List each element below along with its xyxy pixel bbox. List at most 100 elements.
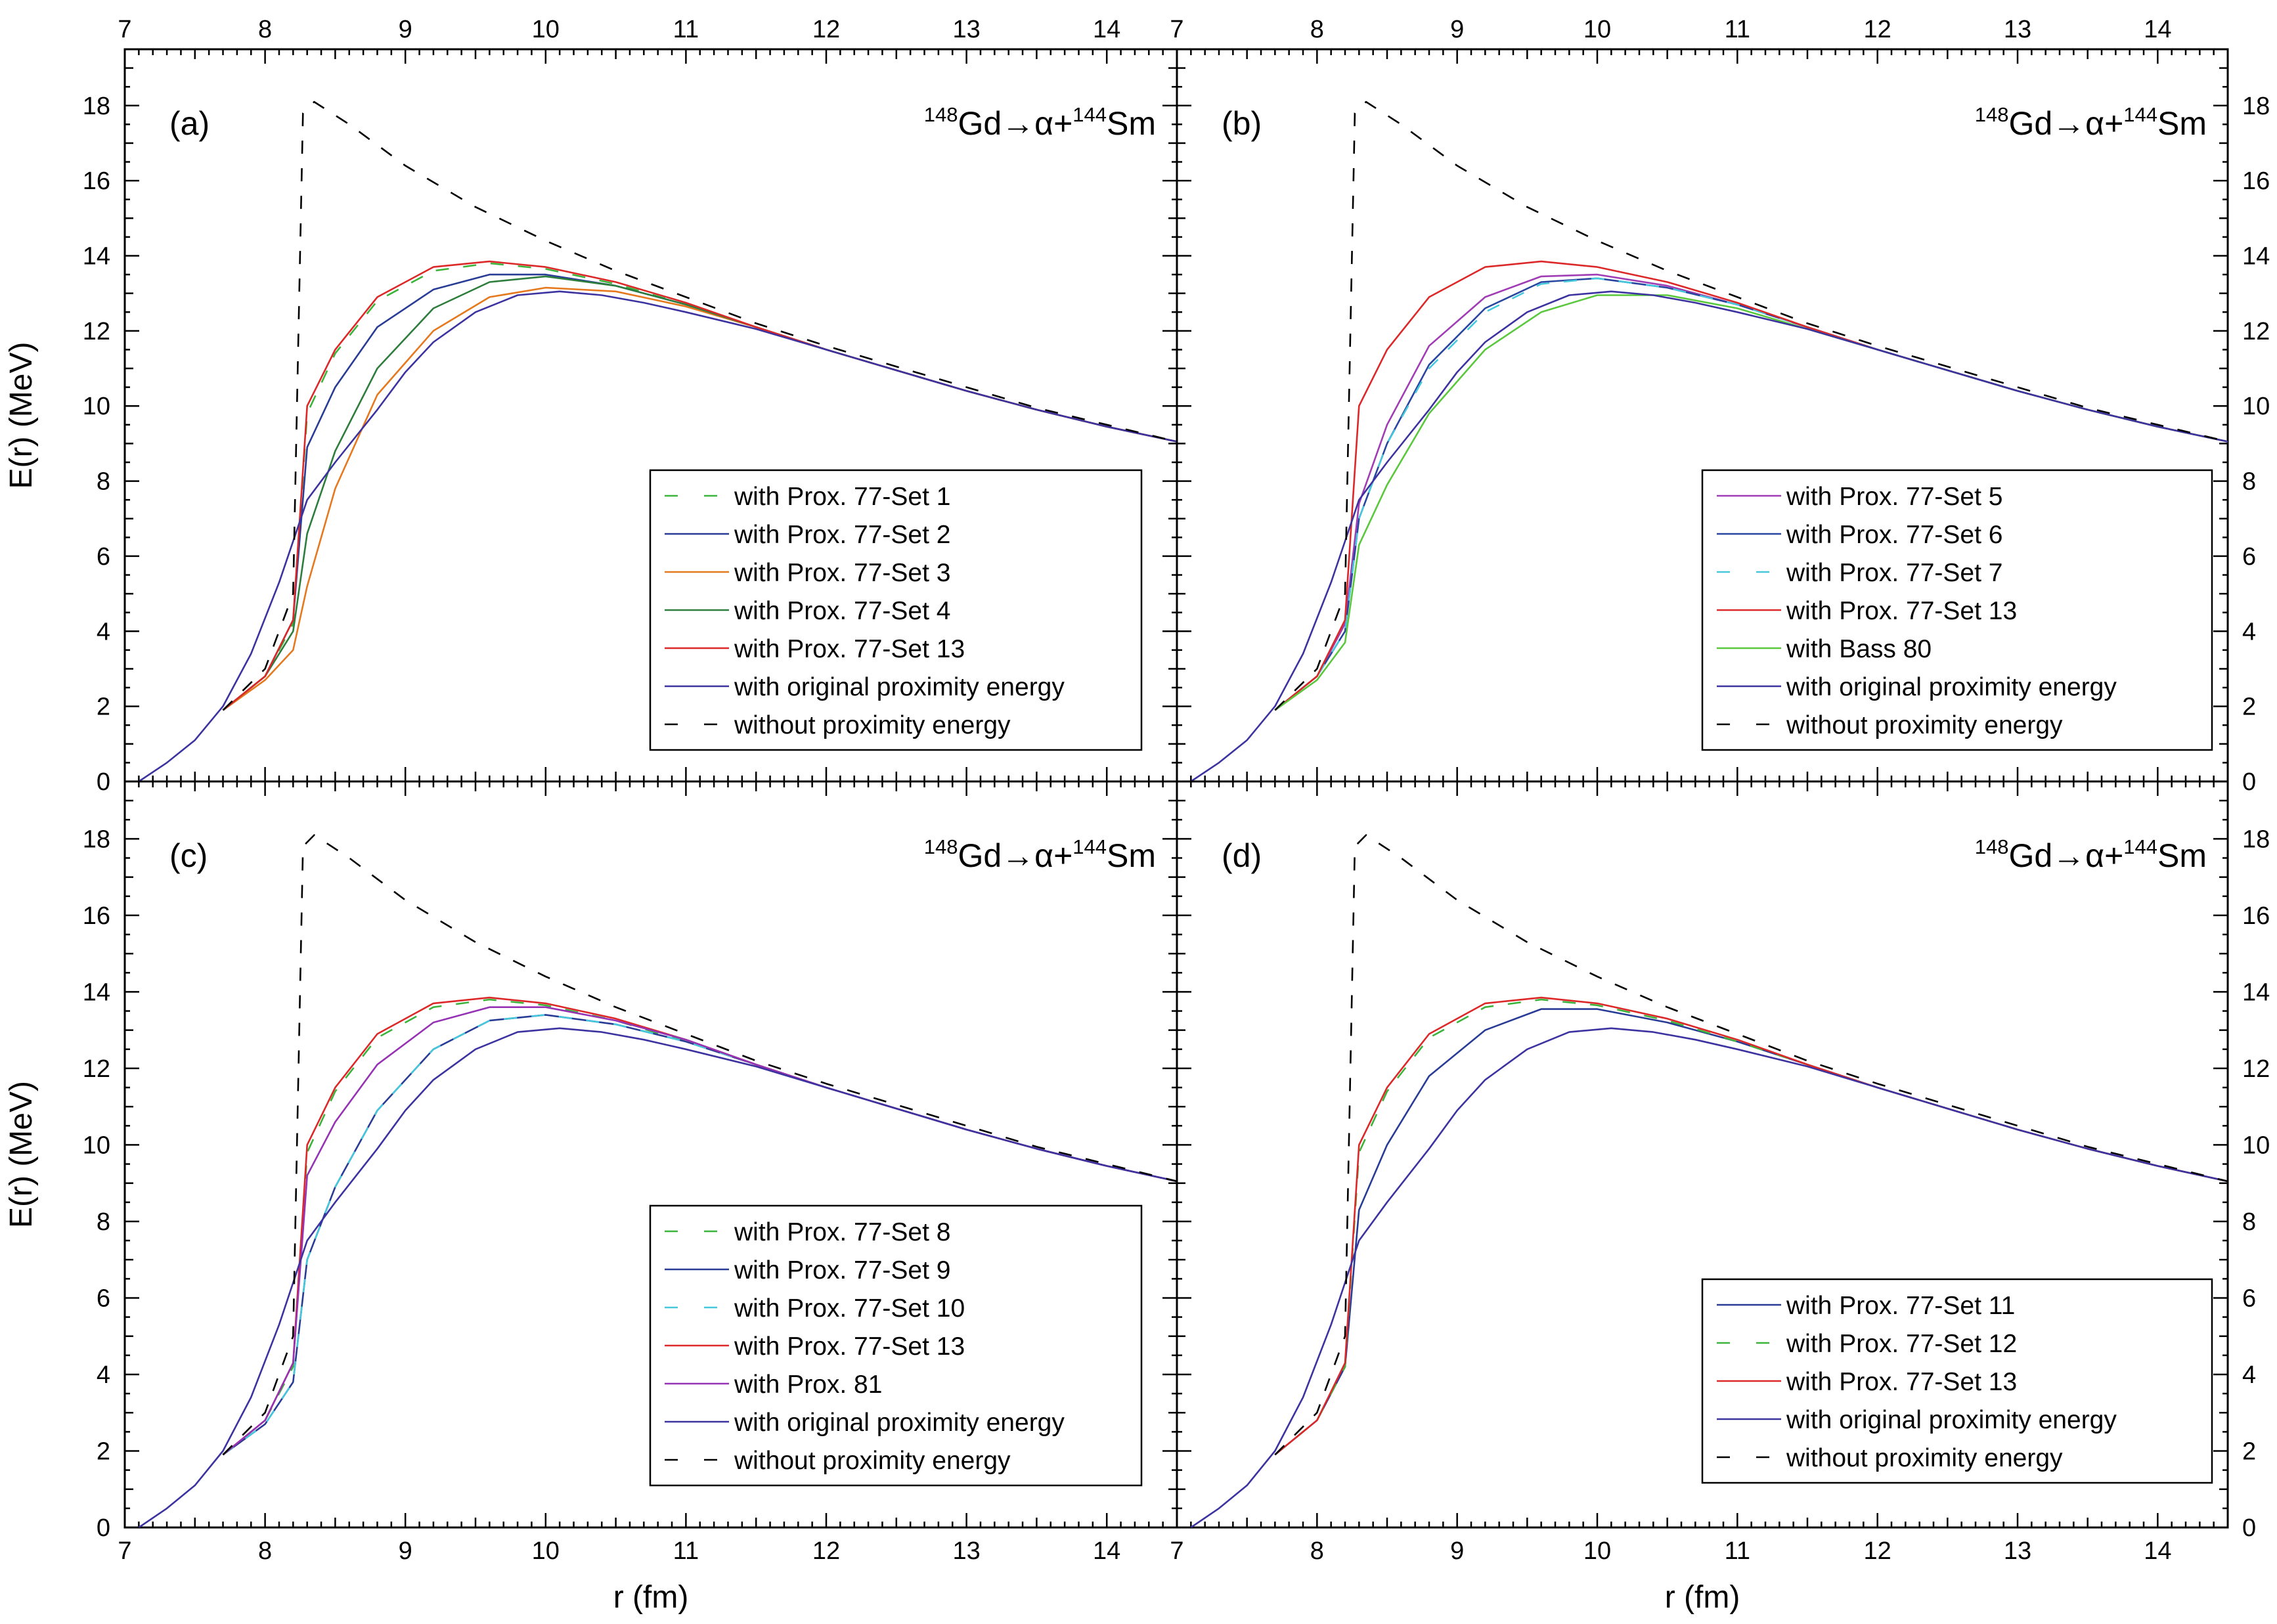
y-tick-label-right: 2 xyxy=(2242,1437,2256,1465)
legend-entry: with original proximity energy xyxy=(734,673,1065,701)
x-tick-label-top: 14 xyxy=(2144,16,2171,43)
legend-entry: with Prox. 77-Set 1 xyxy=(734,483,950,511)
series-line-original xyxy=(1190,290,2228,781)
legend-box xyxy=(649,469,1143,751)
reaction-alpha: α xyxy=(2085,837,2104,874)
reaction-alpha: α xyxy=(1034,105,1053,142)
chart-panel-b: 7 8 9 10 11 12 13 14 0 2 4 6 8 10 12 14 16 18 (b) 148Gd→α+1… xyxy=(1170,16,2270,796)
legend-entry: without proximity energy xyxy=(734,1447,1011,1475)
panel-label: (b) xyxy=(1222,105,1262,142)
reaction-parent: Gd xyxy=(958,105,1002,142)
x-tick-label-bottom: 9 xyxy=(399,1537,412,1565)
y-tick-label-left: 14 xyxy=(83,242,110,270)
series-line-original xyxy=(138,1027,1177,1527)
x-tick-label-top: 10 xyxy=(532,16,560,43)
reaction-alpha: α xyxy=(2085,105,2104,142)
x-tick-label-top: 10 xyxy=(1583,16,1611,43)
plot-frame xyxy=(1176,780,2229,1529)
reaction-daughter-mass: 144 xyxy=(2123,103,2157,126)
reaction-daughter-mass: 144 xyxy=(2123,835,2157,858)
panel-label: (d) xyxy=(1222,837,1262,874)
legend-entry: with Prox. 77-Set 2 xyxy=(734,521,950,549)
legend-entry: with Prox. 77-Set 13 xyxy=(1786,597,2017,625)
y-tick-label-left: 18 xyxy=(83,93,110,120)
y-tick-label-left: 10 xyxy=(83,1131,110,1159)
legend-entry: with Prox. 77-Set 3 xyxy=(734,559,950,587)
panel-label: (a) xyxy=(169,105,210,142)
reaction-plus: + xyxy=(2104,105,2123,142)
legend-box xyxy=(1701,1278,2213,1484)
x-axis-title: r (fm) xyxy=(613,1580,689,1615)
legend: with Prox. 77-Set 11 with Prox. 77-Set 12… xyxy=(1701,1278,2213,1484)
y-tick-label-right: 0 xyxy=(2242,1514,2256,1542)
x-tick-label-top: 9 xyxy=(1450,16,1464,43)
x-tick-label-bottom: 12 xyxy=(1864,1537,1891,1565)
x-tick-label-bottom: 8 xyxy=(258,1537,272,1565)
y-tick-label-right: 4 xyxy=(2242,618,2256,646)
x-tick-label-top: 14 xyxy=(1093,16,1120,43)
y-tick-label-left: 12 xyxy=(83,1055,110,1083)
x-tick-label-top: 12 xyxy=(812,16,840,43)
reaction-daughter-mass: 144 xyxy=(1072,103,1107,126)
series-line-without xyxy=(1274,100,2228,711)
y-tick-label-right: 8 xyxy=(2242,1208,2256,1236)
series-group xyxy=(138,834,1177,1527)
legend-entry: without proximity energy xyxy=(1786,711,2063,739)
y-tick-label-right: 14 xyxy=(2242,242,2270,270)
x-tick-label-top: 13 xyxy=(952,16,980,43)
legend-entry: with Prox. 77-Set 5 xyxy=(1786,483,2002,511)
y-tick-label-left: 6 xyxy=(97,1284,110,1312)
legend-entry: with Prox. 77-Set 7 xyxy=(1786,559,2002,587)
y-tick-label-right: 16 xyxy=(2242,902,2270,930)
reaction-plus: + xyxy=(1053,837,1072,874)
x-tick-label-bottom: 13 xyxy=(952,1537,980,1565)
series-line-original xyxy=(138,290,1177,781)
legend-entry: with Prox. 77-Set 4 xyxy=(734,597,950,625)
y-tick-label-left: 14 xyxy=(83,978,110,1006)
reaction-alpha: α xyxy=(1034,837,1053,874)
y-tick-label-left: 2 xyxy=(97,1437,110,1465)
x-tick-label-top: 7 xyxy=(1170,16,1183,43)
reaction-daughter: Sm xyxy=(2157,105,2207,142)
y-tick-label-right: 12 xyxy=(2242,318,2270,345)
y-tick-label-right: 16 xyxy=(2242,167,2270,195)
panel-label: (c) xyxy=(169,837,208,874)
series-group xyxy=(1190,100,2228,781)
y-tick-label-left: 4 xyxy=(97,618,110,646)
y-tick-label-right: 6 xyxy=(2242,1284,2256,1312)
x-tick-label-bottom: 7 xyxy=(118,1537,131,1565)
tick-marks xyxy=(123,48,1178,783)
legend-entry: without proximity energy xyxy=(734,711,1011,739)
y-tick-label-right: 10 xyxy=(2242,393,2270,420)
x-tick-label-bottom: 13 xyxy=(2004,1537,2031,1565)
tick-marks xyxy=(123,780,1178,1529)
x-tick-label-bottom: 7 xyxy=(1170,1537,1183,1565)
legend-entry: with original proximity energy xyxy=(1786,1406,2117,1434)
legend-entry: with Prox. 77-Set 11 xyxy=(1786,1292,2015,1320)
x-tick-label-bottom: 11 xyxy=(673,1537,699,1565)
y-tick-label-left: 18 xyxy=(83,825,110,853)
reaction-daughter: Sm xyxy=(2157,837,2207,874)
legend: with Prox. 77-Set 1 with Prox. 77-Set 2 wi… xyxy=(649,469,1143,751)
reaction-parent: Gd xyxy=(2008,837,2052,874)
x-tick-label-top: 8 xyxy=(258,16,272,43)
reaction-plus: + xyxy=(1053,105,1072,142)
x-tick-label-bottom: 12 xyxy=(812,1537,840,1565)
y-tick-label-left: 0 xyxy=(97,1514,110,1542)
reaction-daughter: Sm xyxy=(1107,837,1156,874)
x-tick-label-bottom: 14 xyxy=(1093,1537,1120,1565)
series-group xyxy=(1190,834,2228,1527)
y-tick-label-left: 4 xyxy=(97,1361,110,1389)
reaction-daughter-mass: 144 xyxy=(1072,835,1107,858)
y-tick-label-left: 16 xyxy=(83,167,110,195)
y-tick-label-right: 6 xyxy=(2242,543,2256,571)
x-tick-label-top: 11 xyxy=(1725,16,1750,43)
reaction-parent-mass: 148 xyxy=(924,103,958,126)
y-tick-label-left: 8 xyxy=(97,1208,110,1236)
reaction-arrow: → xyxy=(2052,837,2085,874)
legend-entry: with Prox. 77-Set 12 xyxy=(1786,1330,2017,1358)
y-tick-label-right: 14 xyxy=(2242,978,2270,1006)
chart-panel-a: 7 8 9 10 11 12 13 14 0 2 4 6 8 10 12 14 16 18 E(r) (MeV) (a… xyxy=(4,16,1178,796)
legend: with Prox. 77-Set 5 with Prox. 77-Set 6 wi… xyxy=(1701,469,2213,751)
